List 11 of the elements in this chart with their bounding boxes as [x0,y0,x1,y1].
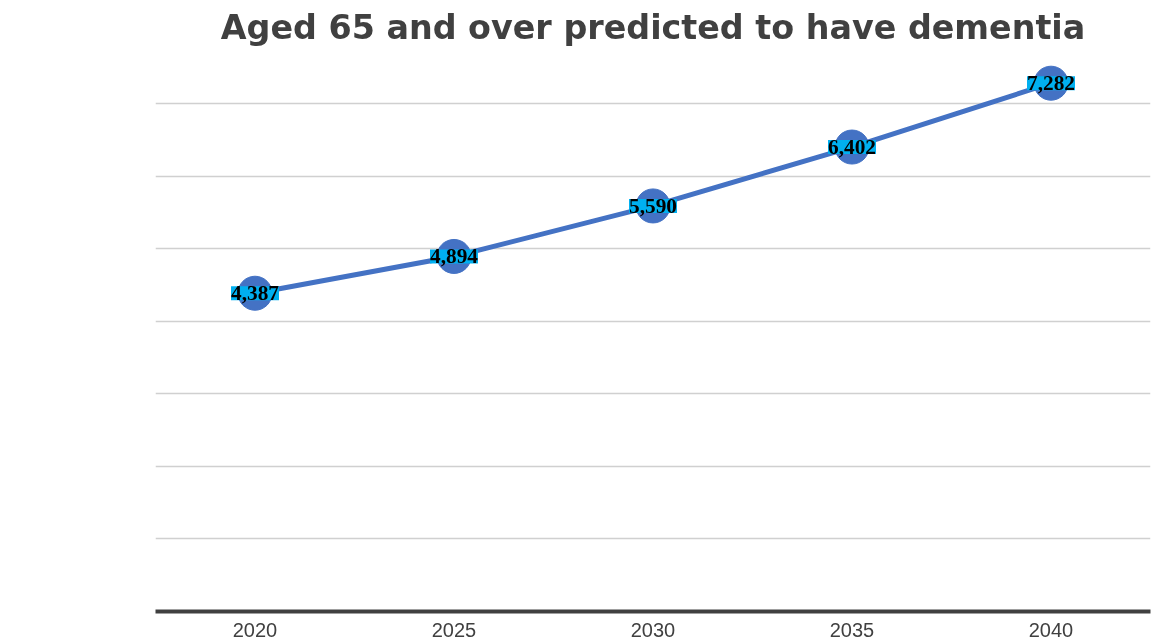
data-label: 4,387 [231,281,280,306]
x-tick-label: 2025 [431,618,477,639]
x-tick-label: 2040 [1028,618,1074,639]
data-label: 7,282 [1027,71,1076,96]
data-label: 6,402 [828,135,877,160]
x-tick-label: 2020 [232,618,278,639]
x-tick-label: 2035 [829,618,875,639]
data-label: 4,894 [430,244,479,269]
x-tick-label: 2030 [630,618,676,639]
chart-title: Aged 65 and over predicted to have dementia [220,7,1086,47]
data-label: 5,590 [629,193,678,218]
